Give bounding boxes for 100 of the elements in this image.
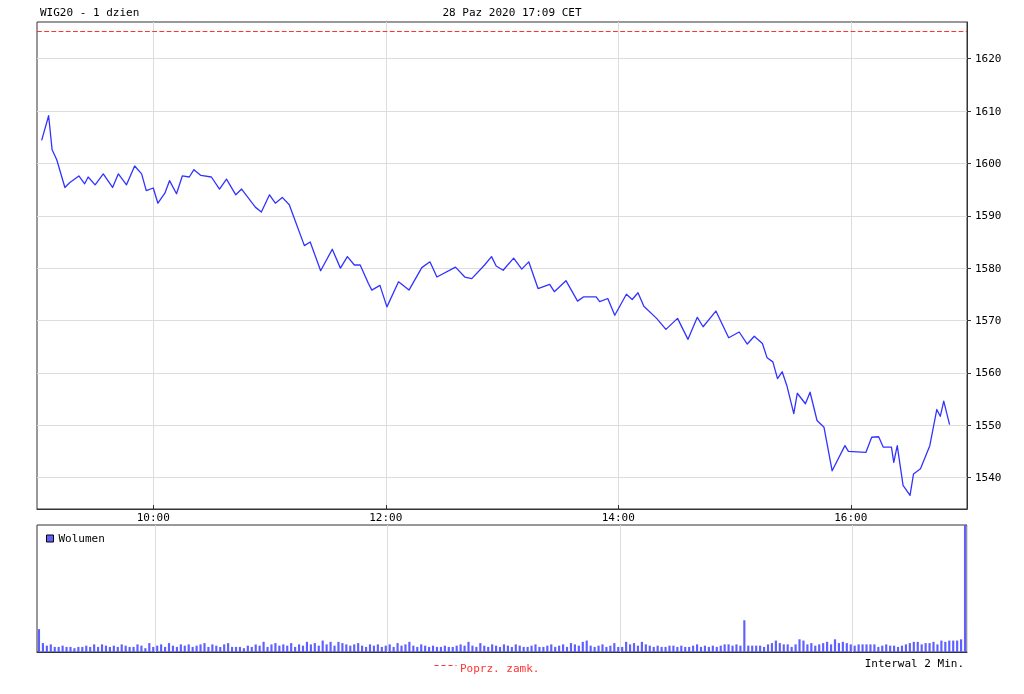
bar (459, 644, 462, 652)
bar (447, 646, 450, 652)
bar (329, 641, 332, 652)
bar (57, 646, 60, 652)
bar (625, 641, 628, 652)
y-tick-label: 1600 (975, 156, 1002, 170)
bar (684, 646, 687, 652)
bar (510, 646, 513, 652)
bar (230, 646, 234, 652)
bar (581, 641, 584, 652)
bar (376, 644, 379, 652)
bar (294, 646, 297, 652)
bar (368, 644, 372, 652)
bar (498, 646, 502, 652)
bar (471, 645, 474, 652)
bar (632, 643, 636, 652)
bar (270, 644, 273, 652)
y-tick-label: 1550 (975, 418, 1002, 432)
bar (404, 644, 407, 652)
bar (621, 646, 624, 652)
bar (786, 644, 789, 652)
bar (818, 644, 821, 652)
bar (69, 646, 72, 652)
bar (93, 644, 96, 652)
legend-label: Poprz. zamk. (460, 662, 540, 675)
bar (640, 641, 643, 652)
bar (829, 644, 833, 652)
bar (73, 648, 76, 652)
bar (924, 643, 927, 652)
bar (833, 639, 837, 652)
bar (262, 641, 265, 652)
bar (108, 646, 111, 652)
bar (136, 644, 139, 652)
bar (731, 645, 734, 652)
bar (908, 643, 911, 652)
bar (822, 643, 825, 652)
bar (550, 644, 553, 652)
x-tick-label: 12:00 (369, 511, 403, 524)
bar (920, 644, 923, 652)
x-tick-label: 14:00 (601, 511, 635, 524)
bar (341, 643, 344, 652)
bar (487, 646, 490, 652)
bar (873, 644, 876, 652)
bar (841, 641, 844, 652)
bar (593, 646, 596, 652)
x-tick-label: 10:00 (136, 511, 170, 524)
bar (672, 645, 675, 652)
bar (652, 646, 655, 652)
bar (806, 644, 809, 652)
bar (77, 646, 80, 652)
bar (175, 646, 178, 652)
bar (49, 644, 52, 652)
bar (562, 644, 565, 652)
y-tick-label: 1560 (975, 366, 1002, 380)
bar (605, 646, 608, 652)
bar (116, 646, 119, 652)
bar (936, 644, 939, 652)
bar (396, 643, 399, 652)
bar (435, 646, 439, 652)
bar (337, 641, 340, 652)
bar (400, 645, 403, 652)
bar (250, 646, 253, 652)
bar (148, 643, 151, 652)
bar (613, 643, 616, 652)
y-tick-label: 1540 (975, 471, 1002, 485)
bar (944, 641, 947, 652)
bar (211, 644, 214, 652)
bar (885, 644, 888, 652)
bar (877, 646, 880, 652)
bar (187, 644, 190, 652)
bar (357, 643, 360, 652)
bar (526, 646, 529, 652)
bar (542, 646, 545, 652)
bar (727, 644, 730, 652)
bar (345, 644, 348, 652)
y-tick-label: 1610 (975, 104, 1002, 118)
bar (762, 646, 766, 652)
bar (467, 641, 470, 652)
bar (514, 644, 517, 652)
bar (128, 646, 131, 652)
bar (451, 646, 454, 652)
bar (199, 644, 202, 652)
bar (179, 644, 182, 652)
bar (617, 646, 620, 652)
bar (688, 646, 691, 652)
bar (223, 644, 226, 652)
bar (660, 646, 663, 652)
bar (380, 646, 383, 652)
bar (219, 646, 222, 652)
bar (810, 643, 813, 652)
bar (857, 644, 860, 652)
bar (502, 644, 506, 652)
line-series (41, 115, 951, 497)
bar (254, 644, 257, 652)
chart-title: WIG20 - 1 dzien (40, 6, 140, 19)
bar (522, 646, 525, 652)
bar (928, 643, 931, 652)
bar (140, 645, 143, 652)
chart-subtitle: 28 Paz 2020 17:09 CET (442, 6, 582, 19)
bar (735, 644, 738, 652)
